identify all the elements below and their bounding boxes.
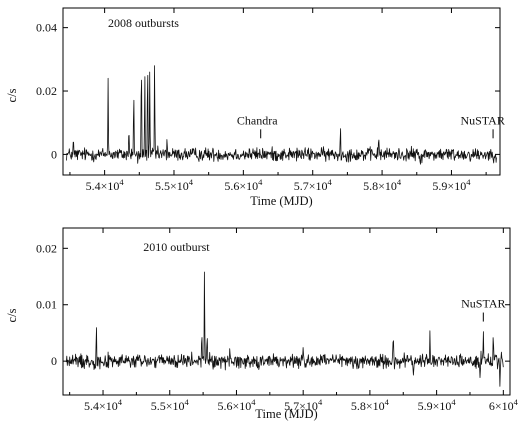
- y-tick-label: 0.02: [36, 84, 57, 98]
- bottom-panel: 5.4×104 5.5×104 5.6×104 5.7×104 5.8×104 5.9×1…: [5, 227, 519, 421]
- x-tick-label: 5.9×104: [418, 397, 457, 413]
- x-tick-label: 5.5×104: [155, 177, 194, 193]
- x-axis-label: Time (MJD): [255, 407, 317, 421]
- y-tick-label: 0: [51, 147, 57, 161]
- annotation-label: NuSTAR: [461, 297, 505, 311]
- y-tick-label: 0.01: [36, 298, 57, 312]
- x-tick-label: 5.8×104: [351, 397, 390, 413]
- light-curve-series: [65, 271, 504, 387]
- light-curve-series: [66, 65, 497, 165]
- x-tick-label: 5.5×104: [151, 397, 190, 413]
- y-axis-label: c/s: [5, 308, 19, 322]
- y-axis-label: c/s: [5, 88, 19, 102]
- x-tick-label: 5.6×104: [217, 397, 256, 413]
- annotation-label: Chandra: [237, 113, 278, 127]
- plot-frame: [62, 227, 511, 396]
- x-tick-label: 5.4×104: [84, 397, 123, 413]
- annotation-label: 2008 outbursts: [108, 16, 179, 30]
- y-tick-label: 0: [51, 354, 57, 368]
- x-tick-label: 5.9×104: [432, 177, 471, 193]
- x-tick-label: 5.8×104: [363, 177, 402, 193]
- x-tick-label: 5.7×104: [284, 397, 323, 413]
- y-tick-label: 0.04: [36, 21, 57, 35]
- x-tick-label: 5.7×104: [294, 177, 333, 193]
- annotation-label: NuSTAR: [460, 113, 504, 127]
- annotation-label: 2010 outburst: [143, 240, 210, 254]
- y-tick-label: 0.02: [36, 241, 57, 255]
- x-tick-label: 6×104: [489, 397, 519, 413]
- top-panel: 5.4×104 5.5×104 5.6×104 5.7×104 5.8×104 5.9×1…: [5, 7, 505, 208]
- x-axis-label: Time (MJD): [250, 194, 312, 208]
- x-tick-label: 5.6×104: [224, 177, 263, 193]
- x-tick-label: 5.4×104: [86, 177, 125, 193]
